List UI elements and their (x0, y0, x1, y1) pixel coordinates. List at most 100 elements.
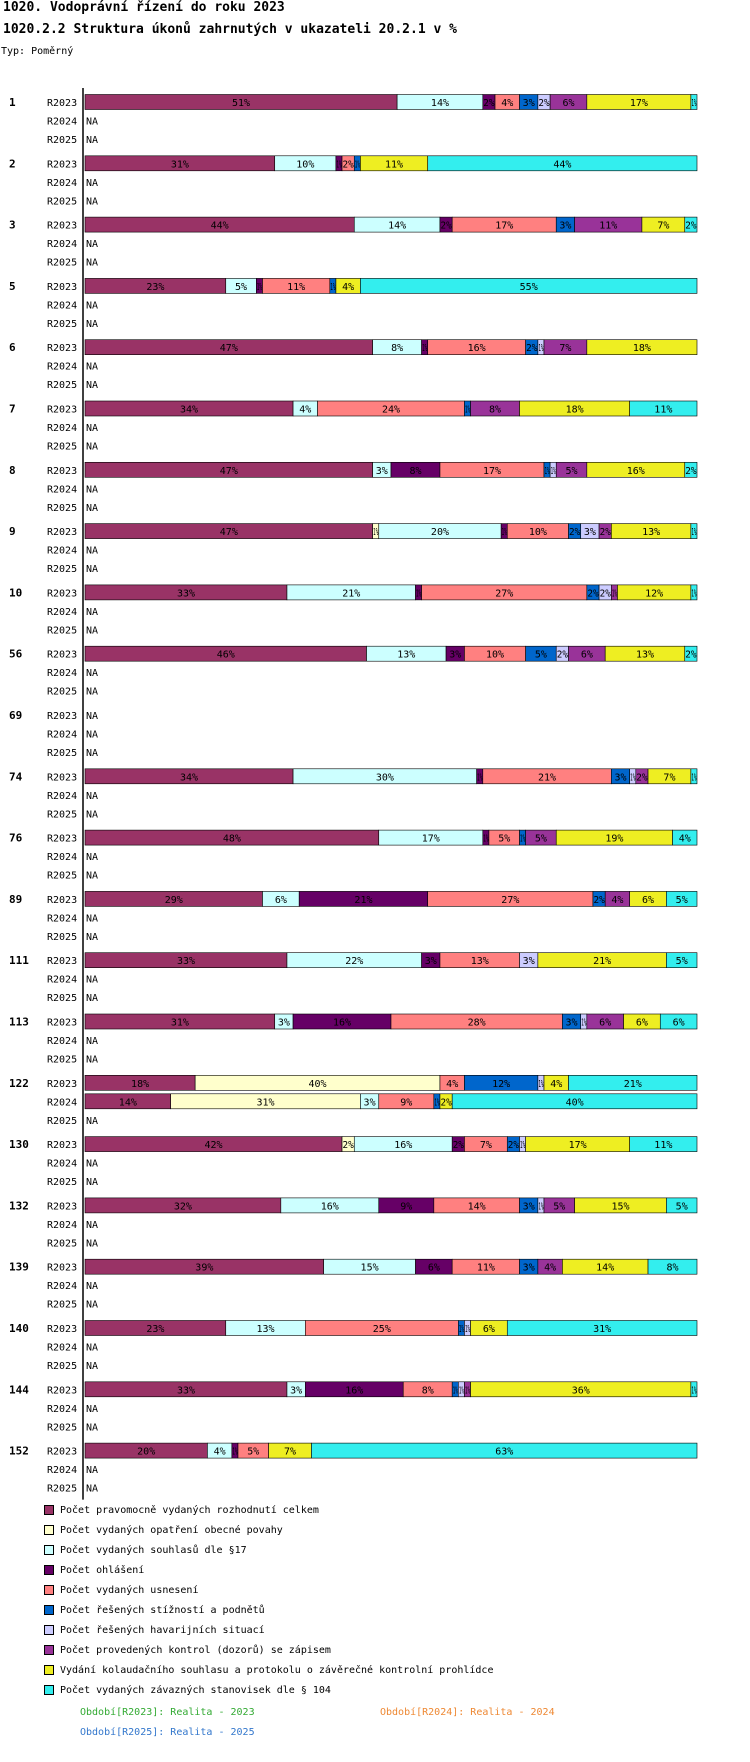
bar-value-label: 10% (296, 159, 314, 170)
bar-value-label: 1% (545, 466, 550, 477)
na-label: NA (86, 135, 98, 146)
bar-value-label: 2% (636, 772, 647, 783)
legend-label: Počet řešených havarijních situací (60, 1624, 265, 1636)
row-label: R2025 (47, 1055, 77, 1066)
na-label: NA (86, 668, 98, 679)
row-label: R2023 (47, 956, 77, 967)
legend-swatch (44, 1605, 54, 1615)
bar-value-label: 14% (468, 1201, 486, 1212)
na-label: NA (86, 809, 98, 820)
legend-swatch (44, 1505, 54, 1515)
na-label: NA (86, 1422, 98, 1433)
row-label: R2025 (47, 1484, 77, 1495)
bar-value-label: 40% (566, 1097, 584, 1108)
na-label: NA (86, 730, 98, 741)
bar-value-label: 7% (480, 1140, 492, 1151)
group-label: 69 (9, 709, 22, 722)
bar-value-label: 17% (483, 466, 501, 477)
na-label: NA (86, 607, 98, 618)
bar-segment (586, 339, 698, 356)
row-label: R2025 (47, 380, 77, 391)
na-label: NA (86, 993, 98, 1004)
bar-value-label: 2% (557, 650, 568, 661)
bar-value-label: 16% (321, 1201, 339, 1212)
bar-segment (629, 1136, 698, 1152)
na-label: NA (86, 1036, 98, 1047)
row-label: R2024 (47, 117, 77, 128)
bar-value-label: 7% (657, 221, 669, 232)
bar-value-label: 1% (630, 772, 635, 783)
group-label: 132 (9, 1199, 29, 1212)
na-label: NA (86, 564, 98, 575)
bar-value-label: 44% (211, 221, 229, 232)
bar-value-label: 33% (177, 956, 195, 967)
bar-value-label: 4% (446, 1079, 458, 1090)
row-label: R2024 (47, 423, 77, 434)
bar-segment (568, 1075, 698, 1091)
bar-value-label: 1% (465, 1324, 470, 1335)
row-label: R2025 (47, 564, 77, 575)
bar-value-label: 2% (569, 527, 580, 538)
row-label: R2025 (47, 196, 77, 207)
row-label: R2024 (47, 362, 77, 373)
legend-item: Počet provedených kontrol (dozorů) se zá… (44, 1640, 493, 1660)
na-label: NA (86, 503, 98, 514)
bar-value-label: 6% (275, 895, 287, 906)
legend-item: Počet vydaných závazných stanovisek dle … (44, 1680, 493, 1700)
na-label: NA (86, 871, 98, 882)
bar-value-label: 47% (220, 466, 238, 477)
bar-value-label: 12% (492, 1079, 510, 1090)
bar-value-label: 1% (477, 772, 482, 783)
row-label: R2023 (47, 895, 77, 906)
bar-value-label: 22% (345, 956, 363, 967)
row-label: R2024 (47, 607, 77, 618)
chart-subtitle: 1020.2.2 Struktura úkonů zahrnutých v uk… (3, 22, 457, 37)
legend-swatch (44, 1585, 54, 1595)
na-label: NA (86, 196, 98, 207)
bar-value-label: 1% (453, 1385, 458, 1396)
bar-value-label: 3% (290, 1385, 302, 1396)
bar-value-label: 1% (465, 1385, 470, 1396)
bar-value-label: 23% (146, 282, 164, 293)
bar-value-label: 25% (373, 1324, 391, 1335)
bar-value-label: 14% (431, 98, 449, 109)
bar-value-label: 16% (345, 1385, 363, 1396)
bar-value-label: 14% (119, 1097, 137, 1108)
na-label: NA (86, 300, 98, 311)
row-label: R2023 (47, 466, 77, 477)
bar-value-label: 6% (428, 1263, 440, 1274)
bar-value-label: 63% (495, 1447, 513, 1458)
bar-value-label: 6% (642, 895, 654, 906)
period-label: Období[R2023]: Realita - 2023 (80, 1707, 255, 1718)
bar-value-label: 18% (131, 1079, 149, 1090)
legend-swatch (44, 1565, 54, 1575)
period-label: Období[R2024]: Realita - 2024 (380, 1707, 555, 1718)
bar-value-label: 5% (566, 466, 578, 477)
bar-value-label: 15% (361, 1263, 379, 1274)
bar-value-label: 34% (180, 772, 198, 783)
row-label: R2025 (47, 1422, 77, 1433)
bar-value-label: 16% (468, 343, 486, 354)
group-label: 89 (9, 893, 22, 906)
bar-segment (659, 1013, 698, 1030)
na-label: NA (86, 711, 98, 722)
bar-value-label: 11% (477, 1263, 495, 1274)
na-label: NA (86, 791, 98, 802)
bar-value-label: 8% (391, 343, 403, 354)
legend-label: Počet ohlášení (60, 1564, 145, 1576)
bar-value-label: 11% (385, 159, 403, 170)
bar-value-label: 27% (501, 895, 519, 906)
na-label: NA (86, 625, 98, 636)
group-label: 5 (9, 280, 16, 293)
bar-value-label: 40% (309, 1079, 327, 1090)
bar-segment (672, 829, 698, 846)
bar-value-label: 5% (535, 834, 547, 845)
bar-value-label: 1% (581, 1018, 586, 1029)
bar-value-label: 5% (676, 895, 688, 906)
row-label: R2025 (47, 1300, 77, 1311)
bar-segment (684, 645, 698, 662)
legend: Počet pravomocně vydaných rozhodnutí cel… (44, 1500, 493, 1700)
bar-value-label: 1% (538, 1079, 543, 1090)
row-label: R2023 (47, 1018, 77, 1029)
na-label: NA (86, 1159, 98, 1170)
